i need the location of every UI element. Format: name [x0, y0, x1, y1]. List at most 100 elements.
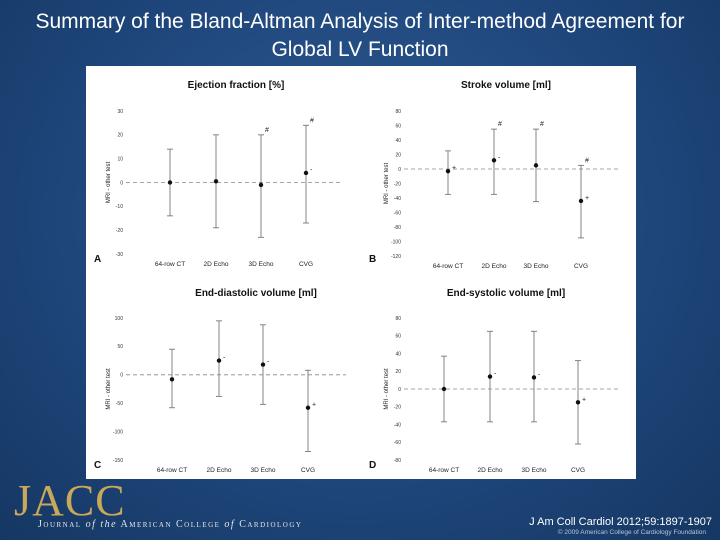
mean-point — [169, 377, 175, 382]
journal-name-part: Journal — [38, 519, 82, 530]
y-axis-label: MRI - other test — [384, 368, 390, 410]
y-tick-label: -20 — [394, 181, 401, 187]
mean-point — [216, 358, 222, 363]
significance-marker: - — [538, 371, 541, 378]
journal-name-part: American College — [120, 519, 221, 530]
y-tick-label: 100 — [115, 316, 124, 322]
y-tick-label: -10 — [116, 204, 123, 210]
panel-letter: D — [369, 460, 376, 471]
chart-panel-a: Ejection fraction [%] 30 20 10 0 -10 -20 -30 MRI… — [94, 80, 341, 268]
mean-point — [531, 375, 537, 380]
journal-name-part: of the — [85, 519, 118, 530]
category-label: CVG — [574, 263, 588, 270]
chart-panel-d: End-systolic volume [ml] 80 60 40 20 0 -20 -40 -… — [369, 288, 621, 474]
y-tick-label: 40 — [395, 351, 401, 357]
journal-name-part: of — [224, 519, 236, 530]
category-label: CVG — [299, 261, 313, 268]
y-tick-label: 20 — [117, 133, 123, 139]
category-label: 64-row CT — [157, 467, 187, 474]
y-tick-label: 20 — [395, 369, 401, 375]
mean-point — [260, 362, 266, 367]
significance-marker: - — [498, 154, 501, 161]
y-tick-label: 10 — [117, 156, 123, 162]
mean-point — [258, 182, 264, 188]
chart-panel-b: Stroke volume [ml] 80 60 40 20 0 -20 -40 -60 -80 -… — [369, 80, 621, 270]
category-label: 2D Echo — [482, 263, 507, 270]
category-label: 64-row CT — [155, 261, 185, 268]
y-tick-label: 40 — [395, 138, 401, 144]
category-label: 2D Echo — [478, 467, 503, 474]
mean-point — [213, 179, 219, 184]
mean-point — [578, 198, 584, 204]
category-label: 64-row CT — [429, 467, 459, 474]
significance-marker: + — [452, 165, 456, 172]
significance-marker: + — [312, 402, 316, 409]
panel-title: Ejection fraction [%] — [188, 80, 285, 91]
journal-name: Journal of the American College of Cardi… — [38, 519, 302, 530]
y-tick-label: -80 — [394, 225, 401, 231]
citation: J Am Coll Cardiol 2012;59:1897-1907 — [529, 516, 712, 528]
category-label: 2D Echo — [207, 467, 232, 474]
figure-canvas: Ejection fraction [%]3020100-10-20-30MRI… — [94, 80, 621, 474]
category-label: CVG — [571, 467, 585, 474]
y-tick-label: 0 — [120, 180, 123, 186]
y-tick-label: -60 — [394, 210, 401, 216]
mean-point — [303, 170, 309, 176]
mean-point — [441, 386, 447, 392]
y-tick-label: 80 — [395, 109, 401, 115]
panel-title: End-diastolic volume [ml] — [195, 288, 317, 299]
mean-point — [533, 163, 539, 168]
significance-marker: - — [223, 355, 226, 362]
mean-point — [445, 168, 451, 174]
y-tick-label: -100 — [391, 239, 401, 245]
y-tick-label: 30 — [117, 109, 123, 115]
mean-point — [305, 405, 311, 410]
y-tick-label: -40 — [394, 196, 401, 202]
significance-marker: - — [494, 371, 497, 378]
y-tick-label: 50 — [117, 344, 123, 350]
y-tick-label: 20 — [395, 152, 401, 158]
y-tick-label: -30 — [116, 252, 123, 258]
copyright: © 2009 American College of Cardiology Fo… — [557, 529, 706, 536]
y-axis-label: MRI - other test — [384, 162, 390, 204]
significance-marker: # — [265, 127, 269, 134]
y-tick-label: -20 — [394, 405, 401, 411]
category-label: CVG — [301, 467, 315, 474]
mean-point — [491, 158, 497, 163]
significance-marker: - — [310, 167, 313, 174]
jacc-logo: JACC — [14, 476, 126, 525]
category-label: 3D Echo — [522, 467, 547, 474]
journal-name-part: Cardiology — [239, 519, 303, 530]
y-tick-label: -40 — [394, 422, 401, 428]
y-tick-label: -80 — [394, 458, 401, 464]
panel-letter: C — [94, 460, 101, 471]
y-tick-label: 0 — [398, 387, 401, 393]
slide-title: Summary of the Bland-Altman Analysis of … — [35, 10, 685, 61]
y-tick-label: 80 — [395, 316, 401, 322]
significance-marker: # — [585, 157, 589, 164]
panel-title: Stroke volume [ml] — [461, 80, 551, 91]
bland-altman-figure: Ejection fraction [%] 30 20 10 0 -10 -20 -30 MRI… — [86, 66, 636, 479]
category-label: 3D Echo — [251, 467, 276, 474]
panel-letter: B — [369, 254, 376, 265]
significance-marker: - — [267, 359, 270, 366]
y-tick-label: -60 — [394, 440, 401, 446]
y-tick-label: -120 — [391, 254, 401, 260]
significance-marker: # — [498, 121, 502, 128]
y-tick-label: 0 — [398, 167, 401, 173]
y-tick-label: -20 — [116, 228, 123, 234]
category-label: 64-row CT — [433, 263, 463, 270]
panel-title: End-systolic volume [ml] — [447, 288, 565, 299]
y-tick-label: 60 — [395, 123, 401, 129]
y-tick-label: -100 — [113, 429, 123, 435]
category-label: 3D Echo — [249, 261, 274, 268]
mean-point — [487, 374, 493, 379]
y-tick-label: -150 — [113, 458, 123, 464]
category-label: 3D Echo — [524, 263, 549, 270]
significance-marker: # — [540, 121, 544, 128]
y-tick-label: 0 — [120, 373, 123, 379]
category-label: 2D Echo — [204, 261, 229, 268]
panel-letter: A — [94, 254, 101, 265]
y-axis-label: MRI - other test — [106, 161, 112, 203]
y-tick-label: -50 — [116, 401, 123, 407]
